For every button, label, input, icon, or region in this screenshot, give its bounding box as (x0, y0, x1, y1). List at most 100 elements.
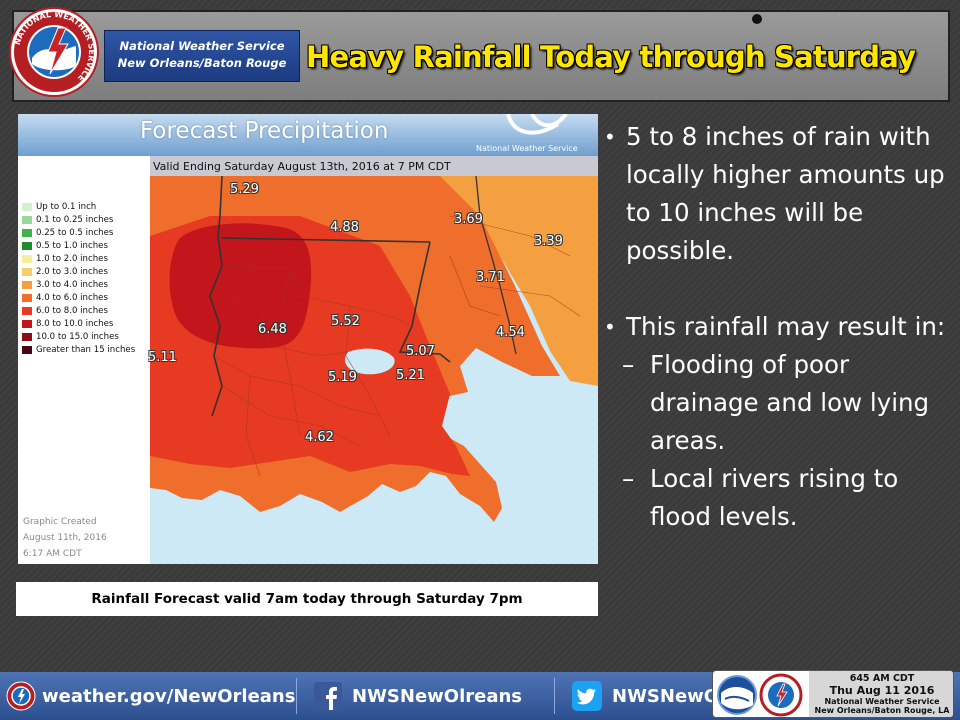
nws-seal-icon: NATIONAL WEATHER SERVICE (9, 7, 99, 97)
legend-item: Up to 0.1 inch (22, 200, 152, 213)
legend-swatch (22, 319, 32, 328)
header-dot (752, 14, 762, 24)
rainfall-value-label: 5.19 (328, 370, 357, 385)
legend-item: 8.0 to 10.0 inches (22, 317, 152, 330)
rainfall-value-label: 5.52 (331, 314, 360, 329)
footer-divider (554, 678, 555, 714)
legend-item: 6.0 to 8.0 inches (22, 304, 152, 317)
office-line-2: New Orleans/Baton Rouge (117, 56, 287, 70)
band-8-10 (169, 223, 312, 349)
stamp-time: 645 AM CDT (849, 673, 915, 684)
bullet-rain-amounts: • 5 to 8 inches of rain with locally hig… (604, 118, 954, 270)
legend-label: 0.1 to 0.25 inches (36, 214, 114, 225)
sub-bullet-text: Flooding of poor drainage and low lying … (650, 350, 930, 455)
legend-item: 2.0 to 3.0 inches (22, 265, 152, 278)
legend-swatch (22, 215, 32, 224)
legend-label: 1.0 to 2.0 inches (36, 253, 108, 264)
stamp-text-block: 645 AM CDT Thu Aug 11 2016 National Weat… (809, 671, 953, 717)
legend-label: 2.0 to 3.0 inches (36, 266, 108, 277)
map-banner (18, 114, 598, 156)
sub-bullet-rivers: – Local rivers rising to flood levels. (604, 460, 954, 536)
legend-swatch (22, 267, 32, 276)
map-caption: Rainfall Forecast valid 7am today throug… (16, 582, 598, 616)
rainfall-value-label: 4.88 (330, 220, 359, 235)
created-line-3: 6:17 AM CDT (23, 549, 82, 559)
rainfall-value-label: 3.39 (534, 234, 563, 249)
legend-label: 10.0 to 15.0 inches (36, 331, 119, 342)
stamp-date: Thu Aug 11 2016 (829, 684, 935, 697)
office-name-box: National Weather Service New Orleans/Bat… (104, 30, 300, 82)
legend-label: 0.25 to 0.5 inches (36, 227, 114, 238)
rainfall-value-label: 3.69 (454, 212, 483, 227)
rainfall-value-label: 6.48 (258, 322, 287, 337)
legend-swatch (22, 241, 32, 250)
bullet-mark: • (604, 315, 616, 339)
bullet-mark: • (604, 125, 616, 149)
created-line-2: August 11th, 2016 (23, 533, 107, 543)
bullet-list: • 5 to 8 inches of rain with locally hig… (604, 118, 954, 536)
bullet-text: This rainfall may result in: (626, 312, 946, 341)
legend-item: 0.25 to 0.5 inches (22, 226, 152, 239)
legend-item: 10.0 to 15.0 inches (22, 330, 152, 343)
created-line-1: Graphic Created (23, 517, 97, 527)
website-text: weather.gov/NewOrleans (42, 685, 296, 707)
legend-label: 6.0 to 8.0 inches (36, 305, 108, 316)
state-border-east (398, 241, 451, 363)
forecast-map: Forecast Precipitation National Weather … (18, 114, 598, 564)
state-border-ms-al (475, 176, 517, 355)
legend-item: 1.0 to 2.0 inches (22, 252, 152, 265)
stamp-office: New Orleans/Baton Rouge, LA (814, 706, 950, 715)
legend-label: 0.5 to 1.0 inches (36, 240, 108, 251)
page-title: Heavy Rainfall Today through Saturday (306, 40, 916, 74)
parish-lines (209, 215, 581, 477)
legend-item: 0.5 to 1.0 inches (22, 239, 152, 252)
facebook-icon (314, 682, 342, 710)
nws-mark-icon (506, 114, 568, 135)
sub-bullet-text: Local rivers rising to flood levels. (650, 464, 899, 531)
legend-item: 0.1 to 0.25 inches (22, 213, 152, 226)
issuance-stamp: 645 AM CDT Thu Aug 11 2016 National Weat… (712, 670, 954, 718)
legend-label: 3.0 to 4.0 inches (36, 279, 108, 290)
precip-map (150, 176, 598, 564)
dash-mark: – (622, 464, 635, 493)
bullet-text: 5 to 8 inches of rain with locally highe… (626, 122, 945, 265)
legend-item: 3.0 to 4.0 inches (22, 278, 152, 291)
legend-swatch (22, 293, 32, 302)
office-line-1: National Weather Service (119, 39, 285, 53)
legend-item: Greater than 15 inches (22, 343, 152, 356)
lake-pontchartrain (344, 348, 395, 375)
twitter-icon (572, 681, 602, 711)
footer-facebook-link[interactable]: NWSNewOlreans (314, 672, 522, 720)
state-border-north (221, 237, 431, 243)
rainfall-value-label: 4.54 (496, 325, 525, 340)
legend-label: Greater than 15 inches (36, 344, 136, 355)
sub-bullet-flooding: – Flooding of poor drainage and low lyin… (604, 346, 954, 460)
stamp-agency: National Weather Service (824, 697, 940, 706)
footer-website-link[interactable]: weather.gov/NewOrleans (6, 672, 295, 720)
footer-divider (296, 678, 297, 714)
legend-swatch (22, 254, 32, 263)
legend-item: 4.0 to 6.0 inches (22, 291, 152, 304)
nws-small-seal-icon (6, 681, 36, 711)
facebook-text: NWSNewOlreans (352, 685, 523, 707)
dash-mark: – (622, 350, 635, 379)
rainfall-value-label: 4.62 (305, 430, 334, 445)
rainfall-value-label: 5.07 (406, 344, 435, 359)
legend-swatch (22, 202, 32, 211)
legend-swatch (22, 228, 32, 237)
legend-label: 4.0 to 6.0 inches (36, 292, 108, 303)
map-brand: National Weather Service (476, 144, 578, 153)
legend-swatch (22, 345, 32, 354)
legend-swatch (22, 332, 32, 341)
noaa-nws-logos-icon (717, 673, 803, 717)
rainfall-value-label: 3.71 (476, 270, 505, 285)
legend-swatch (22, 280, 32, 289)
bullet-impacts: • This rainfall may result in: (604, 308, 954, 346)
rainfall-value-label: 5.21 (396, 368, 425, 383)
rainfall-value-label: 5.11 (148, 350, 177, 365)
legend-label: Up to 0.1 inch (36, 201, 97, 212)
legend-swatch (22, 306, 32, 315)
graphic-created: Graphic Created August 11th, 2016 6:17 A… (23, 514, 107, 562)
legend: Up to 0.1 inch 0.1 to 0.25 inches 0.25 to … (22, 200, 152, 356)
valid-time: Valid Ending Saturday August 13th, 2016 … (150, 156, 598, 176)
